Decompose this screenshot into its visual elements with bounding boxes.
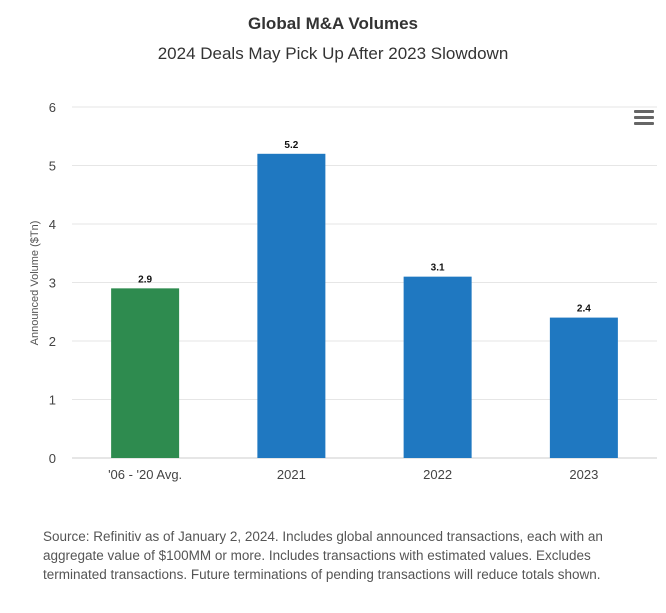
y-tick-label: 5 <box>49 159 56 174</box>
bar-3[interactable] <box>549 317 618 458</box>
y-tick-label: 1 <box>49 393 56 408</box>
data-label: 2.9 <box>138 274 152 285</box>
x-tick-label: 2021 <box>277 467 306 482</box>
bar-1[interactable] <box>257 153 326 459</box>
x-tick-label: 2023 <box>569 467 598 482</box>
data-label: 5.2 <box>284 140 298 151</box>
y-axis-ticks: 0 1 2 3 4 5 6 <box>49 100 56 466</box>
y-tick-label: 2 <box>49 334 56 349</box>
chart-subtitle: 2024 Deals May Pick Up After 2023 Slowdo… <box>157 44 509 63</box>
y-tick-label: 6 <box>49 100 56 115</box>
y-tick-label: 0 <box>49 451 56 466</box>
bars: 2.9 5.2 3.1 2.4 <box>111 140 618 459</box>
data-label: 3.1 <box>431 263 445 274</box>
data-label: 2.4 <box>577 304 591 315</box>
bar-0[interactable] <box>111 288 180 458</box>
x-tick-label: 2022 <box>423 467 452 482</box>
x-axis-ticks: '06 - '20 Avg. 2021 2022 2023 <box>108 467 598 482</box>
chart-title: Global M&A Volumes <box>247 14 419 33</box>
y-tick-label: 4 <box>49 217 56 232</box>
hamburger-menu-icon[interactable] <box>634 110 654 128</box>
y-tick-label: 3 <box>49 276 56 291</box>
y-axis-label: Announced Volume ($Tn) <box>29 221 41 346</box>
source-note: Source: Refinitiv as of January 2, 2024.… <box>43 529 603 582</box>
x-tick-label: '06 - '20 Avg. <box>108 467 182 482</box>
bar-chart: 2.9 5.2 3.1 2.4 0 1 2 3 4 5 6 '06 - '20 Avg. 2021 2… <box>29 100 657 482</box>
bar-2[interactable] <box>403 276 472 458</box>
